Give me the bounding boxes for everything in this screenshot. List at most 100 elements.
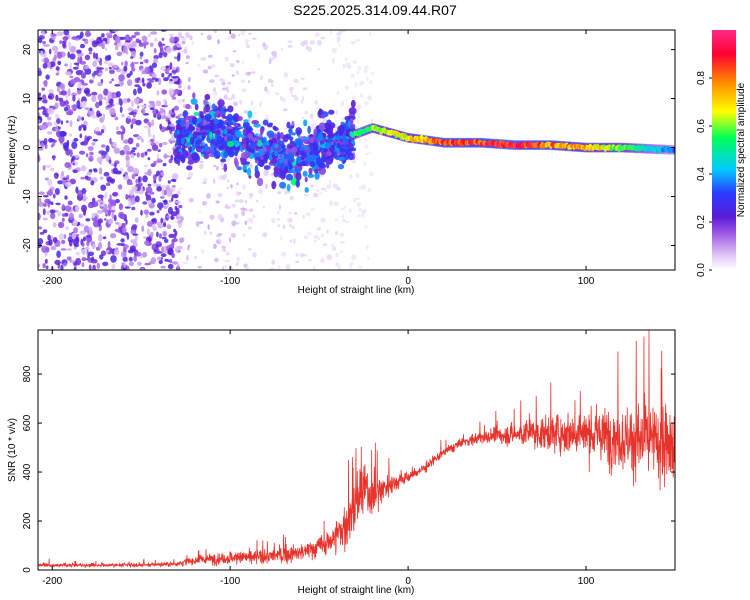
heatmap-cell — [229, 62, 235, 68]
heatmap-cell — [72, 162, 76, 166]
heatmap-cell — [184, 45, 187, 52]
heatmap-cell — [118, 203, 123, 211]
heatmap-cell — [145, 59, 149, 64]
heatmap-cell — [300, 160, 307, 167]
heatmap-cell — [130, 153, 135, 159]
heatmap-cell — [54, 259, 61, 265]
heatmap-cell — [46, 210, 50, 215]
heatmap-cell — [354, 81, 358, 87]
heatmap-cell — [273, 127, 279, 131]
heatmap-cell — [213, 164, 217, 168]
heatmap-cell — [252, 252, 257, 258]
heatmap-cell — [181, 40, 186, 45]
heatmap-cell — [81, 204, 87, 213]
heatmap-cell — [38, 143, 41, 147]
heatmap-cell — [163, 155, 171, 158]
colorbar-tick-label: 0.6 — [696, 119, 707, 133]
heatmap-cell — [307, 258, 312, 262]
heatmap-cell — [303, 119, 308, 127]
heatmap-cell — [145, 186, 153, 193]
heatmap-cell — [42, 263, 46, 269]
heatmap-cell — [217, 233, 223, 236]
heatmap-cell — [168, 140, 176, 144]
heatmap-cell — [64, 181, 72, 188]
heatmap-cell — [302, 87, 308, 91]
heatmap-cell — [277, 191, 282, 194]
heatmap-cell — [357, 112, 361, 119]
heatmap-cell — [230, 33, 236, 39]
heatmap-cell — [125, 40, 131, 43]
heatmap-cell — [49, 209, 56, 214]
heatmap-cell — [283, 72, 289, 78]
heatmap-cell — [110, 112, 116, 116]
heatmap-cell — [52, 155, 56, 161]
heatmap-cell — [102, 113, 106, 121]
heatmap-cell — [232, 50, 237, 53]
heatmap-cell — [105, 145, 110, 153]
heatmap-cell — [180, 155, 186, 164]
heatmap-cell — [50, 212, 56, 220]
heatmap-cell — [293, 96, 299, 101]
heatmap-cell — [109, 194, 112, 202]
heatmap-cell — [134, 195, 140, 203]
heatmap-cell — [156, 256, 162, 261]
heatmap-cell — [225, 203, 228, 208]
heatmap-cell — [55, 72, 60, 76]
heatmap-cell — [173, 56, 178, 60]
heatmap-cell — [50, 245, 57, 251]
heatmap-cell — [67, 51, 70, 59]
heatmap-cell — [67, 88, 71, 97]
heatmap-cell — [240, 30, 246, 36]
heatmap-cell — [293, 212, 298, 215]
heatmap-cell — [264, 86, 268, 92]
heatmap-cell — [159, 123, 163, 130]
heatmap-cell — [87, 203, 93, 209]
heatmap-cell — [108, 62, 114, 67]
heatmap-cell — [204, 113, 212, 121]
heatmap-cell — [185, 32, 190, 38]
heatmap-cell — [135, 143, 140, 148]
heatmap-cell — [169, 123, 175, 128]
heatmap-cell — [131, 100, 134, 108]
heatmap-cell — [136, 152, 140, 158]
heatmap-cell — [167, 263, 174, 270]
heatmap-cell — [180, 35, 185, 39]
heatmap-cell — [177, 220, 183, 224]
heatmap-cell — [227, 105, 234, 113]
heatmap-cell — [279, 236, 283, 241]
heatmap-cell — [343, 146, 350, 150]
heatmap-cell — [279, 181, 287, 189]
heatmap-cell — [69, 53, 76, 60]
heatmap-cell — [201, 201, 208, 206]
heatmap-cell — [362, 184, 367, 190]
heatmap-cell — [67, 236, 73, 243]
heatmap-cell — [139, 61, 144, 65]
heatmap-cell — [216, 166, 219, 171]
heatmap-cell — [244, 220, 248, 226]
heatmap-cell — [122, 174, 126, 177]
heatmap-cell — [236, 60, 240, 63]
heatmap-cell — [338, 44, 341, 47]
heatmap-cell — [66, 248, 73, 251]
heatmap-cell — [203, 124, 211, 131]
heatmap-cell — [278, 204, 282, 210]
heatmap-cell — [190, 98, 198, 105]
heatmap-cell — [125, 193, 129, 200]
heatmap-cell — [223, 94, 228, 100]
heatmap-cell — [42, 62, 48, 69]
heatmap-cell — [43, 194, 49, 198]
heatmap-cell — [132, 233, 139, 236]
heatmap-cell — [72, 219, 78, 226]
heatmap-cell — [168, 158, 173, 164]
heatmap-cell — [265, 168, 269, 174]
heatmap-cell — [69, 178, 77, 185]
heatmap-cell — [246, 167, 252, 176]
heatmap-cell — [55, 94, 59, 102]
heatmap-cell — [48, 89, 54, 93]
heatmap-cell — [98, 150, 105, 155]
heatmap-cell — [273, 144, 279, 148]
heatmap-cell — [111, 78, 115, 82]
heatmap-cell — [115, 170, 122, 175]
heatmap-cell — [170, 178, 177, 182]
heatmap-cell — [145, 194, 152, 202]
